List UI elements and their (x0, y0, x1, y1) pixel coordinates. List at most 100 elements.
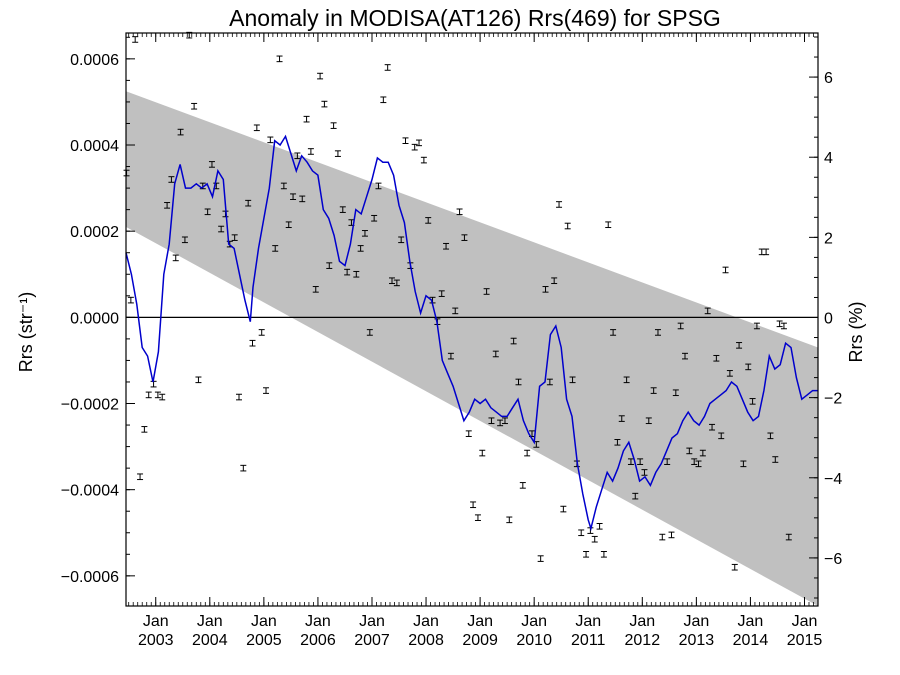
data-point (731, 563, 738, 571)
data-point (740, 460, 747, 468)
data-point (664, 458, 671, 465)
plot-frame (125, 32, 819, 607)
data-point (461, 234, 468, 241)
data-point (758, 248, 765, 256)
data-point (307, 148, 314, 155)
data-point (456, 208, 463, 216)
data-point (145, 391, 152, 399)
data-point (344, 268, 351, 276)
x-tick-month: Jan (251, 613, 277, 630)
data-point (668, 531, 675, 539)
data-point (465, 430, 472, 437)
data-point (416, 139, 423, 147)
data-point (150, 380, 157, 388)
x-tick-month: Jan (575, 613, 601, 630)
data-point (231, 234, 238, 241)
x-tick-year: 2006 (300, 632, 336, 649)
x-tick-year: 2005 (246, 632, 282, 649)
data-point (361, 230, 368, 237)
data-point (605, 221, 612, 229)
data-point (208, 161, 215, 168)
right-tick-label: −2 (824, 391, 842, 408)
x-tick-year: 2014 (733, 632, 769, 649)
data-point (317, 72, 324, 80)
data-point (753, 322, 760, 330)
data-point (691, 458, 698, 465)
data-point (564, 222, 571, 230)
data-point (713, 354, 720, 362)
data-point (623, 376, 630, 384)
data-point (749, 398, 756, 405)
data-point (258, 329, 265, 336)
x-tick-month: Jan (521, 613, 547, 630)
data-point (785, 533, 792, 541)
data-point (704, 307, 711, 315)
data-point (695, 460, 702, 468)
x-tick-month: Jan (467, 613, 493, 630)
y-axis-label-left: Rrs (str⁻¹) (16, 292, 36, 372)
data-point (380, 96, 387, 104)
left-tick-label: 0.0000 (70, 310, 119, 327)
data-point (164, 202, 171, 209)
data-point (411, 143, 418, 151)
data-point (722, 266, 729, 274)
data-point (452, 307, 459, 315)
data-point (326, 262, 333, 269)
data-point (510, 337, 517, 345)
data-point (497, 419, 504, 427)
data-point (726, 370, 733, 377)
x-tick-month: Jan (197, 613, 223, 630)
data-point (398, 236, 405, 244)
trend-band (126, 91, 818, 606)
right-tick-label: 2 (824, 230, 833, 247)
data-point (443, 242, 450, 250)
data-point (172, 254, 179, 262)
left-tick-label: −0.0004 (61, 483, 119, 500)
data-point (420, 156, 427, 164)
data-point (312, 286, 319, 293)
x-tick-month: Jan (143, 613, 169, 630)
x-tick-month: Jan (683, 613, 709, 630)
data-point (519, 482, 526, 489)
data-point (654, 329, 661, 336)
data-point (542, 286, 549, 293)
data-point (718, 432, 725, 440)
data-point (235, 393, 242, 401)
data-point (709, 423, 716, 431)
data-point (551, 277, 558, 285)
data-point (488, 417, 495, 425)
series-line (125, 134, 818, 532)
data-point (294, 152, 301, 160)
data-point (686, 447, 693, 455)
data-point (645, 417, 652, 425)
data-point (321, 100, 328, 108)
x-tick-year: 2013 (679, 632, 715, 649)
data-point (537, 555, 544, 562)
axes: 0.0006 0.0004 0.0002 0.0000 −0.0002 −0.0004 −0… (61, 32, 842, 649)
x-tick-year: 2010 (516, 632, 552, 649)
x-tick-year: 2008 (408, 632, 444, 649)
right-tick-label: 4 (824, 150, 833, 167)
data-point (366, 329, 373, 336)
data-point (127, 296, 134, 304)
data-point (483, 288, 490, 295)
data-point (632, 492, 639, 500)
data-point (780, 322, 787, 330)
data-point (447, 352, 454, 360)
data-point (560, 505, 567, 513)
data-point (569, 376, 576, 384)
x-tick-month: Jan (738, 613, 764, 630)
data-point (272, 245, 279, 252)
data-point (614, 438, 621, 446)
data-point (745, 363, 752, 371)
x-tick-year: 2003 (138, 632, 174, 649)
data-point (591, 535, 598, 543)
data-point (556, 201, 563, 208)
data-point (578, 529, 585, 537)
data-point (267, 136, 274, 144)
data-point (596, 522, 603, 530)
data-point (249, 339, 256, 347)
data-point (546, 378, 553, 386)
left-tick-label: 0.0002 (70, 224, 119, 241)
